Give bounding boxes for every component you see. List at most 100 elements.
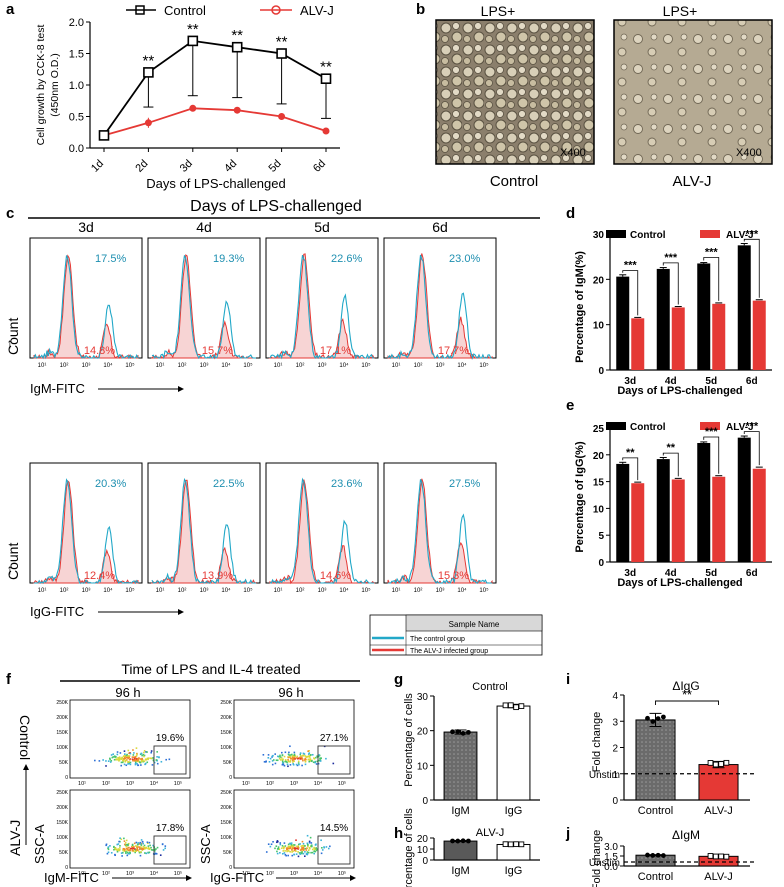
f-event-dot bbox=[299, 853, 302, 855]
d-sig-bracket bbox=[703, 257, 720, 301]
f-event-dot bbox=[310, 851, 312, 854]
a-ytick-label: 1.0 bbox=[69, 80, 84, 92]
f-gate-pct: 19.6% bbox=[156, 733, 184, 744]
f-event-dot bbox=[301, 844, 304, 847]
j-point bbox=[650, 853, 656, 858]
f-event-dot bbox=[302, 759, 304, 762]
c-day-label: 5d bbox=[314, 219, 330, 235]
f-event-dot bbox=[306, 842, 309, 845]
f-event-dot bbox=[312, 761, 315, 764]
c-histogram-control bbox=[269, 477, 374, 584]
f-event-dot bbox=[116, 843, 119, 846]
f-event-dot bbox=[168, 758, 171, 761]
c-histogram-frame bbox=[147, 237, 261, 359]
f-event-dot bbox=[102, 759, 104, 761]
panel-letter-c: c bbox=[6, 205, 14, 222]
a-yticks: 0.0 0.5 1.0 1.5 2.0 bbox=[69, 17, 90, 155]
f-event-dot bbox=[119, 847, 121, 849]
f-event-dot bbox=[145, 751, 147, 753]
f-event-dot bbox=[267, 843, 270, 846]
f-event-dot bbox=[124, 759, 127, 762]
f-event-dot bbox=[304, 755, 307, 757]
f-event-dot bbox=[107, 848, 110, 851]
f-event-dot bbox=[321, 847, 323, 849]
f-event-dot bbox=[320, 852, 323, 855]
e-xtick-label: 4d bbox=[665, 568, 677, 579]
f-row-label-control: Control bbox=[17, 715, 33, 760]
c-xtick-label: 10⁴ bbox=[103, 587, 113, 594]
i-ytick-label: 3 bbox=[612, 717, 618, 728]
d-bar-alvj bbox=[712, 303, 726, 370]
h-point bbox=[502, 841, 509, 848]
f-event-dot bbox=[292, 845, 294, 847]
f-event-dot bbox=[297, 855, 300, 858]
c-title: Days of LPS-challenged bbox=[190, 198, 362, 215]
f-event-dot bbox=[307, 758, 310, 761]
c-xtick-label: 10² bbox=[296, 363, 305, 369]
f-event-dot bbox=[156, 756, 158, 758]
f-dotplot-frame bbox=[69, 789, 191, 869]
f-xtick-label: 10¹ bbox=[78, 781, 86, 787]
f-xtick-label: 10⁴ bbox=[314, 780, 323, 787]
micrograph-control bbox=[435, 19, 595, 165]
f-event-dot bbox=[293, 844, 296, 846]
j-point bbox=[718, 853, 724, 860]
c-pct-alvj: 14.8% bbox=[84, 345, 115, 357]
c-xtick-label: 10¹ bbox=[156, 363, 165, 369]
c-xtick-label: 10¹ bbox=[274, 363, 283, 369]
a-line-alvj bbox=[103, 107, 327, 137]
f-xtick-label: 10⁵ bbox=[338, 780, 346, 787]
f-event-dot bbox=[120, 757, 123, 760]
h-point bbox=[466, 838, 471, 844]
i-point bbox=[712, 761, 719, 768]
f-event-dot bbox=[147, 847, 150, 849]
arrow-right-icon bbox=[186, 875, 192, 881]
e-ytick-label: 25 bbox=[593, 424, 605, 435]
f-title: Time of LPS and IL-4 treated bbox=[121, 661, 300, 677]
f-event-dot bbox=[125, 764, 128, 767]
j-ylabel: Fold change bbox=[591, 830, 603, 887]
c-xtick-label: 10⁵ bbox=[361, 587, 371, 594]
d-bar-control bbox=[737, 245, 751, 370]
f-event-dot bbox=[105, 765, 107, 767]
h-point bbox=[460, 838, 466, 844]
c-histogram-control bbox=[34, 478, 139, 585]
a-point-control bbox=[320, 73, 332, 84]
f-event-dot bbox=[161, 843, 164, 846]
f-event-dot bbox=[314, 761, 317, 764]
f-event-dot bbox=[143, 844, 146, 847]
f-event-dot bbox=[265, 851, 268, 853]
panel-g: g Control Percentage of cells 0 10 20 30 IgM… bbox=[394, 671, 540, 817]
f-event-dot bbox=[279, 843, 282, 846]
f-event-dot bbox=[279, 756, 282, 758]
h-point bbox=[450, 838, 455, 844]
f-event-dot bbox=[274, 762, 277, 765]
f-event-dot bbox=[313, 852, 316, 855]
c-pct-alvj: 13.9% bbox=[202, 570, 233, 582]
f-event-dot bbox=[288, 751, 290, 754]
f-event-dot bbox=[319, 757, 321, 760]
f-event-dot bbox=[138, 843, 141, 845]
f-event-dot bbox=[131, 758, 134, 761]
c-xtick-label: 10² bbox=[296, 588, 305, 594]
f-event-dot bbox=[297, 757, 300, 760]
c-day-label: 4d bbox=[196, 219, 212, 235]
f-event-dot bbox=[289, 755, 292, 758]
f-event-dot bbox=[265, 760, 267, 763]
f-event-dot bbox=[109, 758, 111, 761]
f-event-dot bbox=[278, 757, 281, 760]
f-event-dot bbox=[137, 757, 140, 760]
f-event-dot bbox=[146, 842, 149, 845]
e-legend-alvj: ALV-J bbox=[726, 422, 754, 433]
c-xtick-label: 10² bbox=[178, 588, 187, 594]
a-xlabel: Days of LPS-challenged bbox=[146, 176, 285, 191]
f-event-dot bbox=[131, 845, 133, 848]
f-event-dot bbox=[300, 852, 303, 855]
f-event-dot bbox=[278, 848, 281, 851]
f-event-dot bbox=[289, 850, 291, 853]
d-significance: *** bbox=[745, 228, 759, 240]
f-event-dot bbox=[139, 841, 142, 844]
f-event-dot bbox=[286, 848, 288, 851]
c-pct-control: 27.5% bbox=[449, 478, 480, 490]
